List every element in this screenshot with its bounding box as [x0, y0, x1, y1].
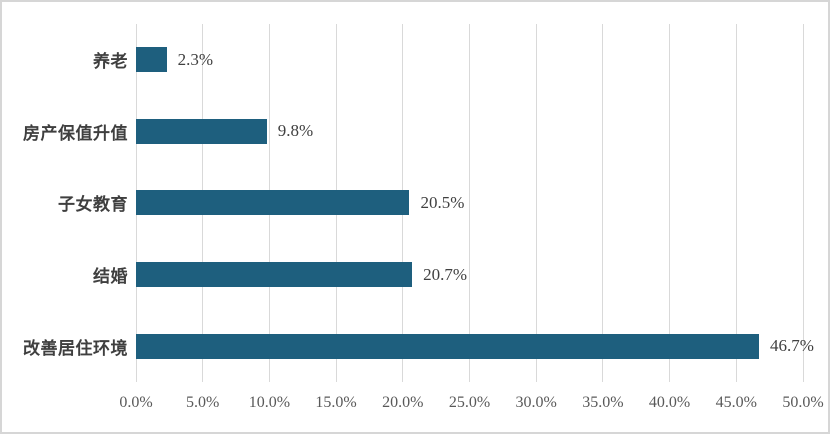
category-label: 房产保值升值: [23, 123, 128, 143]
x-tick-label: 30.0%: [515, 394, 557, 411]
gridline: [602, 24, 604, 382]
bar: [136, 47, 167, 73]
x-tick-label: 50.0%: [782, 394, 824, 411]
gridline: [535, 24, 537, 382]
plot-area: 2.3% 9.8% 20.5% 20.7% 46.7%: [135, 24, 814, 382]
x-tick-label: 35.0%: [582, 394, 624, 411]
category-axis: 养老房产保值升值子女教育结婚改善居住环境: [10, 24, 128, 382]
x-tick-label: 15.0%: [315, 394, 357, 411]
value-label: 20.7%: [423, 264, 468, 284]
bar: [136, 190, 410, 216]
bar-row: 20.5%: [136, 167, 803, 239]
bar-row: 46.7%: [136, 310, 814, 382]
bar: [136, 262, 413, 288]
x-tick-label: 0.0%: [119, 394, 153, 411]
bar-rows: 2.3% 9.8% 20.5% 20.7% 46.7%: [136, 24, 814, 382]
category-label: 结婚: [93, 267, 128, 287]
bar: [136, 333, 759, 359]
category-label: 子女教育: [58, 195, 128, 215]
x-axis: 0.0% 5.0% 10.0% 15.0% 20.0% 25.0% 30.0% 35.0% 40…: [119, 394, 823, 420]
bar-row: 20.7%: [136, 239, 803, 311]
gridline: [735, 24, 737, 382]
bar-row: 2.3%: [136, 24, 803, 96]
bar: [136, 118, 267, 144]
value-label: 46.7%: [769, 336, 814, 356]
x-tick-label: 5.0%: [186, 394, 220, 411]
value-label: 20.5%: [420, 192, 465, 212]
x-tick-label: 40.0%: [648, 394, 691, 411]
value-label: 2.3%: [177, 49, 214, 69]
bar-row: 9.8%: [136, 96, 803, 168]
x-tick-label: 45.0%: [715, 394, 757, 411]
gridline: [469, 24, 470, 382]
x-tick-label: 10.0%: [248, 394, 291, 411]
category-label: 养老: [93, 52, 128, 72]
gridline: [669, 24, 671, 382]
x-tick-label: 25.0%: [448, 394, 491, 411]
x-tick-label: 20.0%: [382, 394, 424, 411]
value-label: 9.8%: [277, 121, 314, 141]
category-label: 改善居住环境: [23, 338, 128, 358]
gridline: [802, 24, 804, 382]
